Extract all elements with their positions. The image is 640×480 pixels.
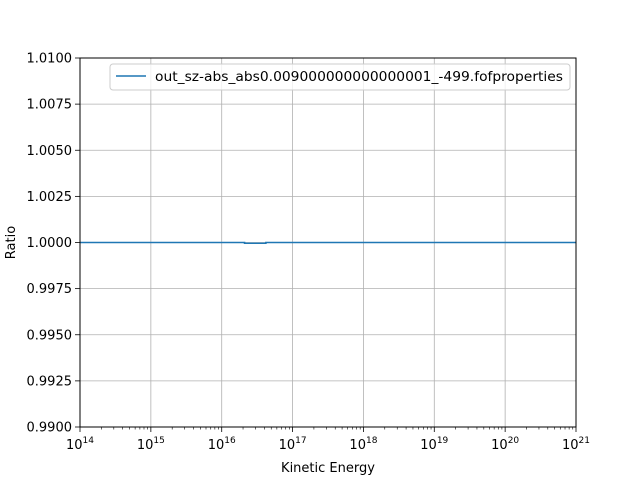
series-line	[80, 241, 576, 245]
y-axis-label: Ratio	[4, 226, 19, 259]
x-tick-label-exponent: 20	[508, 436, 520, 446]
legend-entry: out_sz-abs_abs0.009000000000000001_-499.…	[155, 70, 563, 85]
x-tick-label-base: 10	[66, 438, 83, 453]
x-tick-label-exponent: 21	[579, 436, 590, 446]
x-tick-label: 1017	[279, 436, 307, 453]
y-tick-label: 0.9925	[27, 374, 73, 389]
x-tick-label-exponent: 17	[295, 436, 306, 446]
x-tick-label-base: 10	[420, 438, 437, 453]
y-tick-label: 0.9975	[27, 282, 73, 297]
x-tick-label: 1015	[137, 436, 165, 453]
x-tick-label: 1019	[420, 436, 448, 453]
y-tick-label: 1.0000	[27, 236, 73, 251]
y-tick-label: 1.0100	[27, 52, 73, 67]
series-layer	[80, 241, 576, 245]
plot-frame	[79, 57, 577, 428]
x-tick-label-exponent: 14	[83, 436, 95, 446]
y-tick-label: 1.0050	[27, 144, 73, 159]
x-tick-label-base: 10	[349, 438, 366, 453]
x-tick-label: 1020	[491, 436, 519, 453]
x-tick-label-base: 10	[491, 438, 508, 453]
y-tick-label: 0.9900	[27, 421, 73, 436]
legend-box	[109, 63, 571, 91]
x-tick-label-base: 10	[562, 438, 579, 453]
y-tick-label: 1.0075	[27, 98, 73, 113]
x-tick-label-base: 10	[279, 438, 296, 453]
axis-ticks: 1014 1015 1016 1017 1018 1019 1020 10210.99000.…	[27, 52, 591, 454]
x-tick-label: 1016	[208, 436, 236, 453]
x-tick-label: 1018	[349, 436, 377, 453]
x-axis-label: Kinetic Energy	[281, 461, 375, 476]
y-tick-label: 0.9950	[27, 328, 73, 343]
x-tick-label-exponent: 15	[153, 436, 164, 446]
x-tick-label-base: 10	[208, 438, 225, 453]
y-tick-label: 1.0025	[27, 190, 73, 205]
x-tick-label: 1021	[562, 436, 590, 453]
x-tick-label-exponent: 18	[366, 436, 378, 446]
x-tick-label-exponent: 16	[224, 436, 236, 446]
x-tick-label-base: 10	[137, 438, 154, 453]
x-tick-label: 1014	[66, 436, 94, 453]
legend: out_sz-abs_abs0.009000000000000001_-499.…	[109, 63, 571, 91]
x-tick-label-exponent: 19	[437, 436, 449, 446]
